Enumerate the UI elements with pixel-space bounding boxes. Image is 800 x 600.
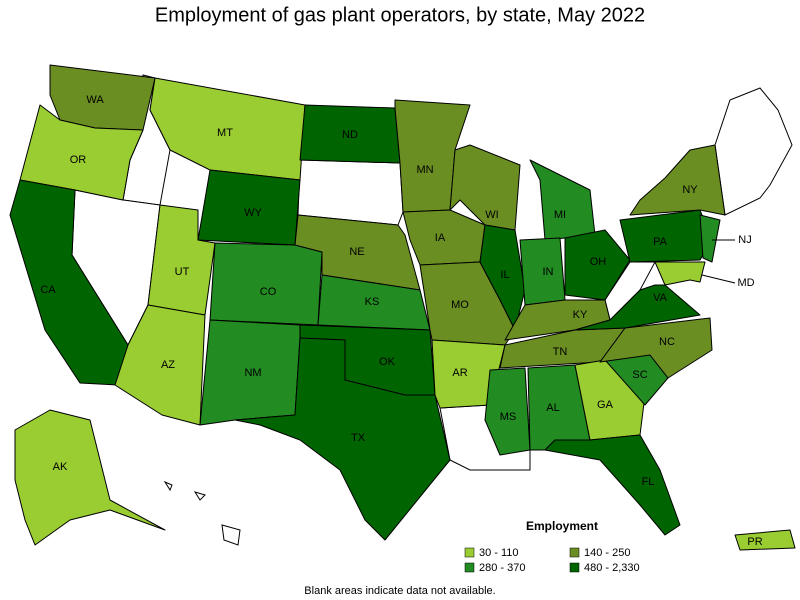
state — [734, 529, 796, 551]
state-label: TX — [351, 432, 366, 444]
state-label: WY — [244, 207, 262, 219]
state-label: MS — [500, 411, 517, 423]
state — [209, 242, 323, 326]
state-label: UT — [175, 266, 190, 278]
state-label: PA — [653, 236, 668, 248]
state-label: FL — [642, 476, 655, 488]
legend-swatch — [464, 562, 475, 573]
state-blank — [193, 491, 206, 501]
legend-label: 30 - 110 — [479, 547, 519, 559]
state-label: IL — [500, 269, 509, 281]
state-blank — [221, 524, 241, 546]
map-title: Employment of gas plant operators, by st… — [155, 4, 645, 26]
footnote: Blank areas indicate data not available. — [304, 585, 495, 597]
state-label: IA — [435, 232, 446, 244]
state — [14, 409, 166, 546]
legend-label: 280 - 370 — [479, 562, 525, 574]
state — [529, 159, 596, 241]
state — [234, 337, 451, 541]
state-label: AL — [546, 402, 559, 414]
state — [699, 214, 721, 263]
state — [629, 144, 726, 216]
state-label: OK — [379, 356, 396, 368]
blank-states — [71, 74, 793, 546]
leader-line — [701, 274, 736, 284]
state-label: ND — [342, 129, 358, 141]
state-label: IN — [543, 266, 554, 278]
state — [114, 304, 206, 426]
state-label: WI — [485, 209, 498, 221]
state-label: NE — [349, 246, 364, 258]
state-label: VA — [653, 292, 668, 304]
state-label: NM — [244, 367, 261, 379]
state-label: MT — [217, 127, 233, 139]
state — [431, 339, 506, 409]
state-label: NY — [682, 184, 698, 196]
state-blank — [297, 159, 404, 226]
state-label: NJ — [738, 234, 751, 246]
state — [654, 261, 706, 286]
legend-label: 480 - 2,330 — [584, 562, 640, 574]
legend-swatch — [569, 562, 580, 573]
state-label: WA — [86, 94, 104, 106]
state-label: GA — [597, 399, 614, 411]
state-label: AR — [452, 367, 467, 379]
state-label: CA — [40, 284, 56, 296]
state — [484, 367, 531, 456]
state-label: PR — [747, 536, 762, 548]
state-label: AK — [53, 461, 68, 473]
state-label: TN — [553, 346, 568, 358]
state — [544, 434, 681, 536]
state-label: AZ — [161, 359, 175, 371]
state-label: OH — [590, 256, 607, 268]
state-label: MD — [737, 277, 754, 289]
state-label: KY — [573, 309, 588, 321]
state — [564, 229, 631, 301]
legend-swatch — [569, 547, 580, 558]
state-blank — [163, 480, 173, 492]
state-label: OR — [70, 154, 87, 166]
state-label: MN — [416, 164, 433, 176]
state-label: MO — [451, 299, 469, 311]
legend-label: 140 - 250 — [584, 547, 630, 559]
legend-title: Employment — [526, 519, 598, 533]
legend-swatch — [464, 547, 475, 558]
state-label: KS — [365, 296, 380, 308]
states: WA OR CA MT WY UT AZ CO NM ND NE KS OK TX MN IA MO AR WI IL… — [9, 64, 796, 551]
state-label: NC — [659, 336, 675, 348]
legend: 30 - 110 140 - 250 280 - 370 480 - 2,330 — [464, 547, 640, 574]
state-label: SC — [632, 369, 647, 381]
state-label: MI — [554, 209, 566, 221]
state-blank — [714, 87, 793, 216]
state-label: CO — [260, 286, 277, 298]
state — [574, 284, 701, 331]
